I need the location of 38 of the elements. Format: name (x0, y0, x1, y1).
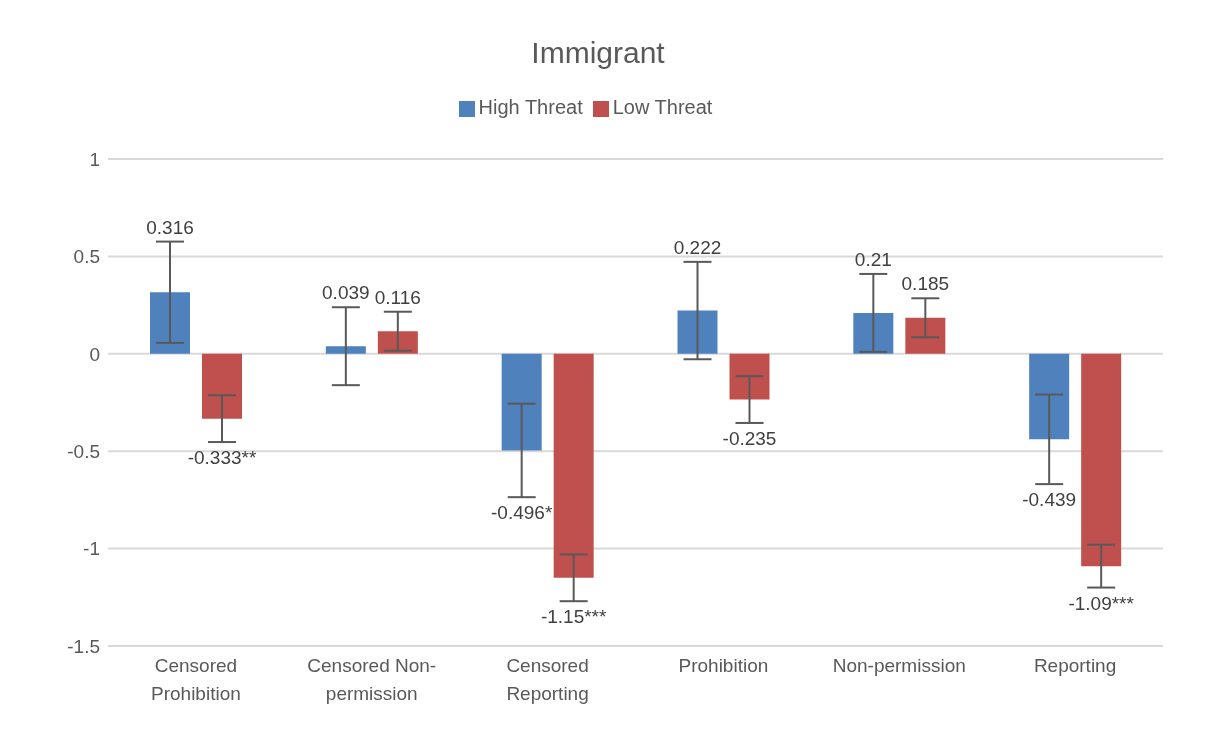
bar (553, 353, 594, 578)
bar (1029, 353, 1070, 440)
data-label: 0.185 (901, 273, 950, 295)
data-label: 0.316 (146, 216, 194, 238)
data-label: 0.21 (854, 248, 892, 270)
x-tick-label: Prohibition (678, 655, 769, 676)
data-label: 0.116 (374, 286, 421, 308)
legend-label: Low Threat (612, 96, 713, 118)
x-tick-label: Reporting (1033, 655, 1117, 676)
data-label: -0.439 (1022, 489, 1077, 511)
y-tick-label: 1 (89, 148, 100, 170)
bar (501, 353, 542, 451)
bar (202, 353, 242, 419)
data-label: -0.333** (187, 447, 257, 469)
y-tick-label: -0.5 (67, 440, 100, 462)
data-label: -0.496* (491, 502, 553, 524)
x-tick-label: Censored Non-permission (307, 655, 437, 704)
data-label: -1.09*** (1068, 592, 1135, 614)
x-tick-label: Non-permission (832, 655, 966, 676)
bar (729, 353, 770, 400)
bar (325, 346, 366, 354)
y-tick-label: -1.5 (67, 635, 100, 657)
x-tick-label: Censored Reporting (506, 655, 589, 704)
chart-title: Immigrant (530, 35, 666, 71)
bar (853, 312, 894, 354)
bar (1081, 353, 1122, 567)
legend-label: High Threat (478, 96, 583, 118)
data-label: 0.222 (673, 236, 722, 258)
data-label: -1.15*** (540, 606, 608, 628)
x-tick-label: Censored Prohibition (151, 655, 241, 704)
data-label: 0.039 (322, 282, 370, 304)
y-tick-label: 0 (89, 343, 100, 365)
data-label: -0.235 (722, 427, 777, 449)
y-tick-label: -1 (83, 538, 100, 560)
bar (677, 310, 718, 354)
bar (905, 317, 946, 354)
y-tick-label: 0.5 (73, 246, 100, 268)
bar (150, 292, 190, 354)
